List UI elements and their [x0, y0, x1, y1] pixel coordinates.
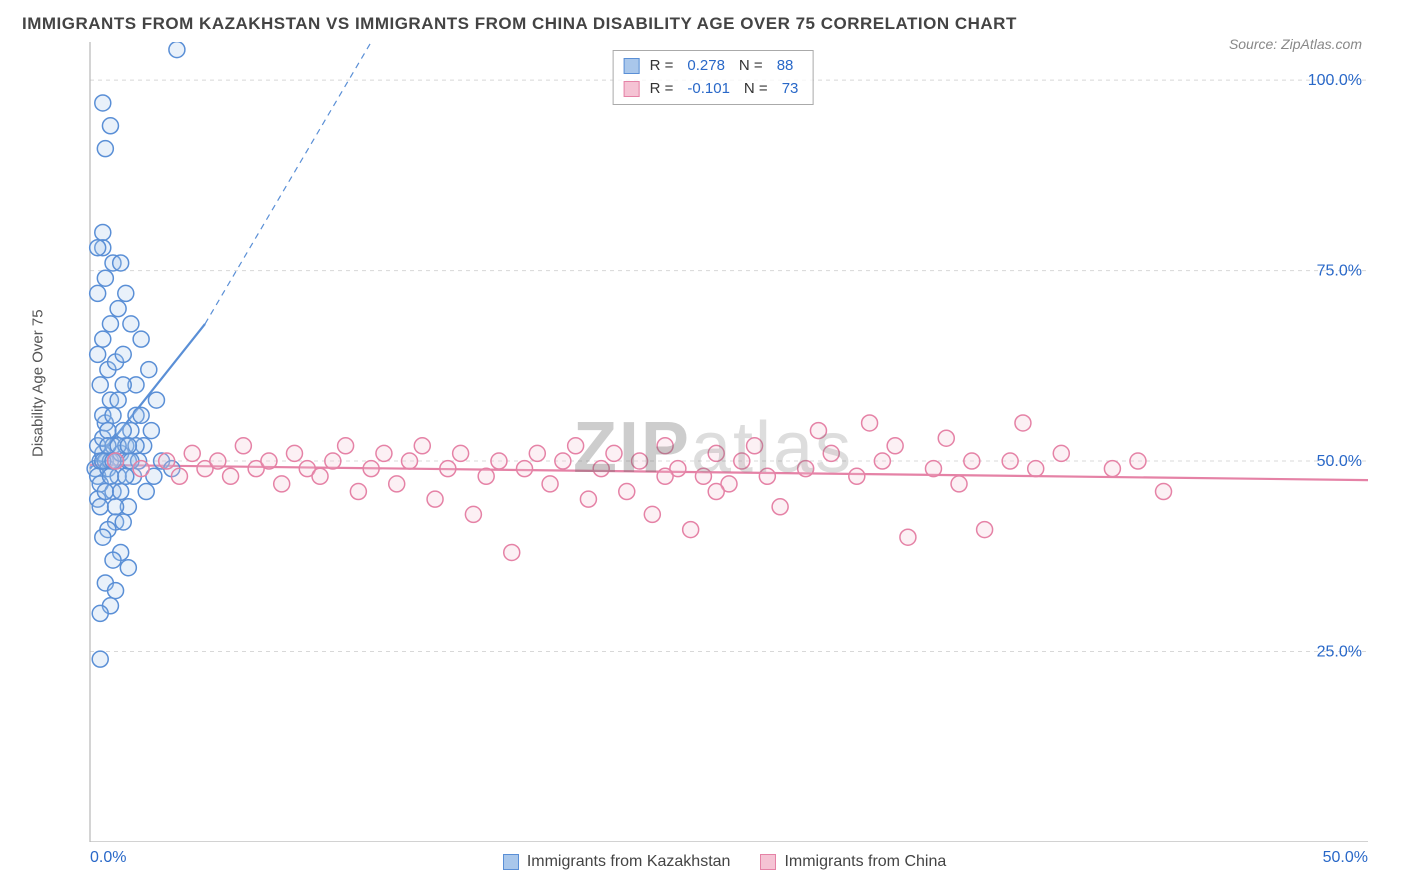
scatter-plot-svg: 25.0% 50.0% 75.0% 100.0%	[42, 42, 1368, 842]
legend-item-china: Immigrants from China	[760, 853, 946, 871]
r-label-kz: R =	[650, 55, 674, 78]
svg-text:25.0%: 25.0%	[1317, 644, 1362, 661]
legend-label-kazakhstan: Immigrants from Kazakhstan	[527, 853, 731, 871]
legend-item-kazakhstan: Immigrants from Kazakhstan	[503, 853, 731, 871]
n-label-kz: N =	[739, 55, 763, 78]
chart-title: IMMIGRANTS FROM KAZAKHSTAN VS IMMIGRANTS…	[22, 14, 1384, 34]
n-label-cn: N =	[744, 78, 768, 101]
plot-area: Disability Age Over 75 ZIPatlas R = 0.27…	[42, 42, 1384, 871]
stats-legend: R = 0.278 N = 88 R = -0.101 N = 73	[613, 50, 814, 105]
legend-swatch-kazakhstan	[503, 854, 519, 870]
svg-text:100.0%: 100.0%	[1308, 72, 1362, 89]
chart-container: IMMIGRANTS FROM KAZAKHSTAN VS IMMIGRANTS…	[22, 14, 1384, 878]
n-value-kz: 88	[777, 55, 794, 78]
legend-swatch-china	[760, 854, 776, 870]
swatch-china	[624, 81, 640, 97]
x-max-label: 50.0%	[1323, 849, 1368, 871]
r-value-cn: -0.101	[687, 78, 730, 101]
svg-text:50.0%: 50.0%	[1317, 453, 1362, 470]
x-axis-labels: 0.0% Immigrants from Kazakhstan Immigran…	[90, 849, 1368, 871]
swatch-kazakhstan	[624, 58, 640, 74]
y-axis-label: Disability Age Over 75	[30, 309, 47, 457]
legend-label-china: Immigrants from China	[784, 853, 946, 871]
series-legend: Immigrants from Kazakhstan Immigrants fr…	[503, 853, 946, 871]
stats-row-china: R = -0.101 N = 73	[624, 78, 803, 101]
n-value-cn: 73	[782, 78, 799, 101]
svg-text:75.0%: 75.0%	[1317, 263, 1362, 280]
r-label-cn: R =	[650, 78, 674, 101]
r-value-kz: 0.278	[687, 55, 725, 78]
stats-row-kazakhstan: R = 0.278 N = 88	[624, 55, 803, 78]
x-min-label: 0.0%	[90, 849, 126, 871]
